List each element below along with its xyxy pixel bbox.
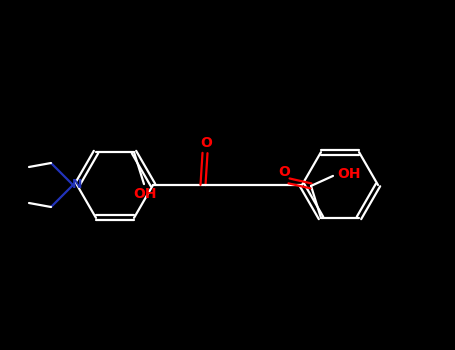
Text: OH: OH <box>133 187 157 201</box>
Text: OH: OH <box>337 167 361 181</box>
Text: O: O <box>200 136 212 150</box>
Text: N: N <box>72 178 82 191</box>
Text: O: O <box>278 165 290 179</box>
